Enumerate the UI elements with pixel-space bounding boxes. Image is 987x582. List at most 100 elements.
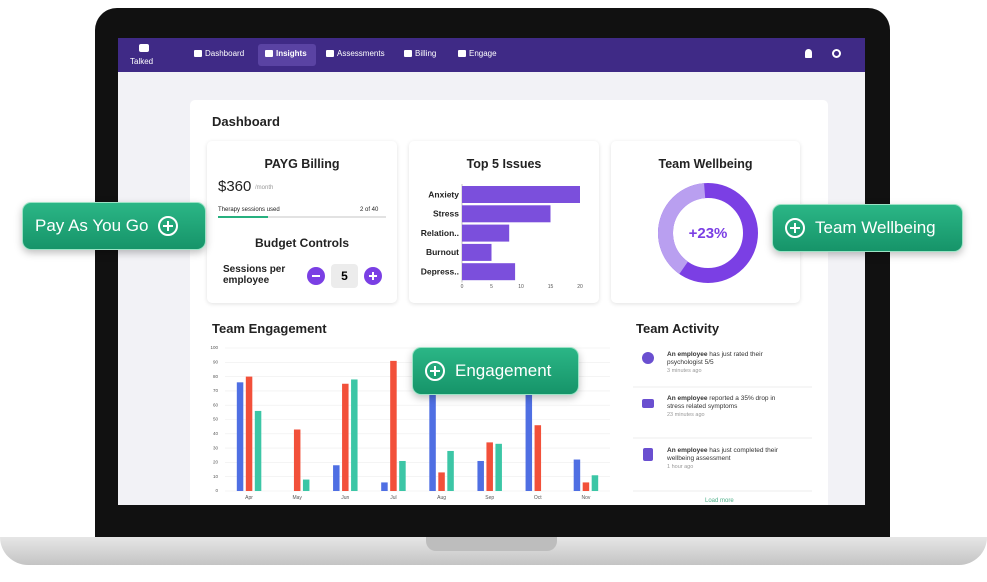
y-tick-label: Relation.. [421, 228, 459, 238]
activity-item: An employee has just rated their psychol… [667, 351, 782, 375]
activity-title: Team Activity [636, 321, 720, 336]
laptop-notch [426, 537, 557, 551]
nav-label: Insights [276, 49, 307, 58]
nav-item[interactable]: Billing [404, 49, 436, 58]
nav-label: Engage [469, 49, 497, 58]
y-tick-label: 0 [215, 488, 218, 493]
y-tick-label: Burnout [426, 247, 459, 257]
sessions-count[interactable]: 5 [331, 264, 358, 288]
x-tick-label: 10 [518, 284, 524, 290]
engagement-title: Team Engagement [212, 321, 327, 336]
y-tick-label: 60 [213, 402, 219, 407]
bell-icon[interactable] [805, 49, 812, 58]
bar [438, 472, 445, 491]
load-more[interactable]: Load more [705, 498, 734, 504]
bar [525, 362, 533, 491]
bar [486, 442, 493, 491]
bar [495, 443, 502, 491]
activity-item: An employee has just completed their wel… [667, 447, 782, 471]
y-tick-label: 10 [213, 474, 219, 479]
callout-label: Engagement [455, 361, 552, 380]
increment-button[interactable] [364, 267, 382, 285]
dashboard-title: Dashboard [212, 114, 280, 129]
sessions-per-employee-label: Sessions per [223, 264, 286, 275]
activity-icon [642, 352, 654, 364]
top-issues-title: Top 5 Issues [466, 157, 542, 171]
sessions-per-employee-label: employee [223, 275, 270, 286]
bar [447, 450, 454, 491]
nav-item[interactable]: Dashboard [194, 49, 244, 58]
y-tick-label: 30 [213, 445, 219, 450]
logo-icon [139, 44, 149, 52]
x-tick-label: 0 [461, 284, 464, 290]
x-tick-label: Sep [485, 495, 494, 501]
activity-text: reported a 35% drop in stress related sy… [667, 395, 776, 410]
nav-item[interactable]: Engage [458, 49, 497, 58]
x-tick-label: Jul [390, 495, 396, 501]
nav-bar [118, 38, 865, 72]
nav-item[interactable]: Assessments [326, 49, 385, 58]
bar [462, 205, 551, 223]
bar [342, 383, 349, 491]
nav-item[interactable]: Insights [265, 49, 307, 58]
y-tick-label: Anxiety [428, 189, 459, 199]
sessions-label: Therapy sessions used [218, 207, 280, 213]
callout-label: Team Wellbeing [815, 218, 936, 237]
y-tick-label: 100 [210, 345, 218, 350]
activity-time: 23 minutes ago [667, 412, 705, 418]
bar [399, 460, 406, 491]
wellbeing-change: +23% [689, 225, 728, 242]
bar [429, 365, 436, 491]
nav-label: Assessments [337, 49, 385, 58]
bar [591, 475, 599, 491]
activity-item: An employee reported a 35% drop in stres… [667, 395, 782, 419]
x-tick-label: 20 [577, 284, 583, 290]
y-tick-label: Depress.. [421, 266, 459, 276]
donut-segment [658, 183, 758, 283]
bar [351, 379, 358, 491]
bar [245, 376, 253, 491]
bar [462, 224, 510, 242]
bar [582, 482, 590, 491]
bar [302, 479, 310, 491]
x-tick-label: Jun [341, 495, 349, 501]
logo[interactable]: Talked [130, 57, 154, 66]
bar [381, 482, 388, 491]
activity-time: 3 minutes ago [667, 368, 702, 374]
budget-title: Budget Controls [255, 236, 349, 250]
x-tick-label: 5 [490, 284, 493, 290]
callout[interactable]: Engagement [412, 347, 579, 395]
decrement-button[interactable] [307, 267, 325, 285]
callout[interactable]: Team Wellbeing [772, 204, 963, 252]
y-tick-label: 50 [213, 417, 219, 422]
bar [390, 360, 397, 491]
bar [462, 263, 516, 281]
sessions-value: 2 of 40 [360, 207, 379, 213]
activity-actor: An employee [667, 395, 708, 402]
charts: +23% 0 5 10 15 20 Anxiety Stress Relation.. Burn… [210, 183, 812, 501]
nav-label: Billing [415, 49, 437, 58]
bar [293, 429, 301, 491]
callout-label: Pay As You Go [35, 216, 149, 235]
price: $360 [218, 178, 252, 195]
activity-icon [642, 399, 654, 408]
nav-label: Dashboard [205, 49, 245, 58]
bar [477, 460, 484, 491]
wellbeing-title: Team Wellbeing [658, 157, 753, 171]
x-tick-label: 15 [548, 284, 554, 290]
settings-icon[interactable] [832, 49, 841, 58]
x-tick-label: Apr [245, 495, 253, 501]
bar [254, 410, 262, 491]
y-tick-label: 80 [213, 374, 219, 379]
activity-text: has just completed their wellbeing asses… [667, 447, 778, 462]
x-tick-label: May [292, 495, 302, 501]
activity-actor: An employee [667, 351, 708, 358]
callout[interactable]: Pay As You Go [22, 202, 206, 250]
y-tick-label: 90 [213, 359, 219, 364]
bar [462, 243, 492, 261]
nav-active [258, 44, 316, 66]
progress-track [218, 216, 386, 218]
screen: Talked Dashboard Insights Assessments Bi… [118, 38, 865, 505]
y-tick-label: 20 [213, 460, 219, 465]
